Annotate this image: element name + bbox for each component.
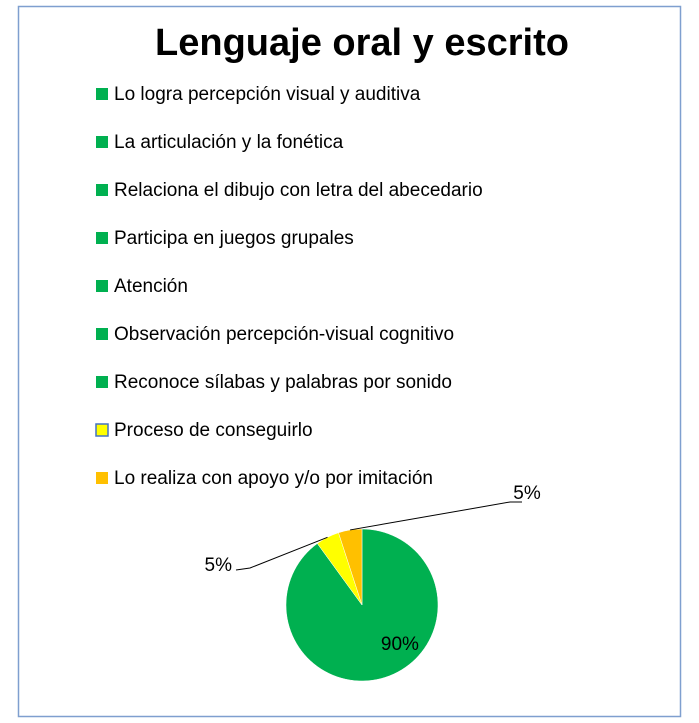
leader-line [235,536,328,571]
legend-label: Participa en juegos grupales [114,228,354,249]
chart-title: Lenguaje oral y escrito [155,22,569,64]
legend-swatch [96,232,108,244]
legend-swatch [96,328,108,340]
leader-line [350,501,522,531]
data-label: 5% [205,555,233,576]
legend-label: Observación percepción-visual cognitivo [114,324,454,345]
legend-label: Lo realiza con apoyo y/o por imitación [114,468,433,489]
legend-swatch [96,472,108,484]
legend-label: Proceso de conseguirlo [114,420,313,441]
legend-swatch [96,184,108,196]
legend-label: La articulación y la fonética [114,132,344,153]
legend-label: Reconoce sílabas y palabras por sonido [114,372,452,393]
legend-swatch [96,280,108,292]
legend-swatch [96,376,108,388]
legend-label: Lo logra percepción visual y auditiva [114,84,421,105]
legend-label: Atención [114,276,188,297]
legend-label: Relaciona el dibujo con letra del abeced… [114,180,483,201]
data-label: 90% [381,634,419,655]
legend-swatch [96,88,108,100]
data-label: 5% [513,483,541,504]
legend-swatch [95,423,109,437]
legend-swatch [96,136,108,148]
